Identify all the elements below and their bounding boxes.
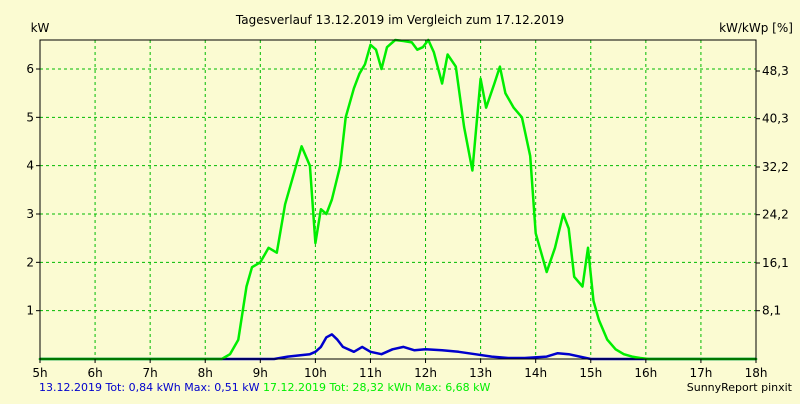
x-tick-label: 15h xyxy=(579,366,602,380)
plot-border xyxy=(39,39,757,360)
x-tick-label: 17h xyxy=(689,366,712,380)
x-tick-label: 6h xyxy=(87,366,102,380)
y2-axis-label: kW/kWp [%] xyxy=(719,21,793,35)
y-tick-label: 6 xyxy=(26,62,34,76)
x-tick-label: 11h xyxy=(359,366,382,380)
y-tick-label: 1 xyxy=(26,304,34,318)
x-tick-label: 18h xyxy=(745,366,768,380)
x-tick-label: 13h xyxy=(469,366,492,380)
series-layer xyxy=(38,38,758,361)
legend-13-12-2019: 13.12.2019 Tot: 0,84 kWh Max: 0,51 kW xyxy=(39,381,260,394)
y2-tick-label: 16,1 xyxy=(762,256,789,270)
y2-tick-label: 40,3 xyxy=(762,112,789,126)
y-tick-label: 3 xyxy=(26,207,34,221)
y2-tick-label: 8,1 xyxy=(762,304,781,318)
x-tick-label: 7h xyxy=(143,366,158,380)
tick-labels: 5h 6h 7h 8h 9h 10h 11h 12h 13h 14h 15h 16h 17h 18h 1 2 3… xyxy=(26,62,788,380)
y2-tick-label: 24,2 xyxy=(762,208,789,222)
legend-17-12-2019: 17.12.2019 Tot: 28,32 kWh Max: 6,68 kW xyxy=(262,381,491,394)
y2-tick-label: 48,3 xyxy=(762,64,789,78)
footer-legend: 13.12.2019 Tot: 0,84 kWh Max: 0,51 kW 17… xyxy=(39,381,490,395)
grid xyxy=(40,40,756,359)
x-tick-label: 5h xyxy=(32,366,47,380)
brand-label: SunnyReport pinxit xyxy=(686,381,792,394)
y-tick-label: 5 xyxy=(26,110,34,124)
y-tick-label: 2 xyxy=(26,255,34,269)
plot-frame xyxy=(36,39,760,363)
x-tick-label: 12h xyxy=(414,366,437,380)
y2-tick-label: 32,2 xyxy=(762,160,789,174)
chart-title: Tagesverlauf 13.12.2019 im Vergleich zum… xyxy=(235,13,564,27)
x-tick-label: 8h xyxy=(198,366,213,380)
y-tick-label: 4 xyxy=(26,159,34,173)
y-axis-label: kW xyxy=(31,21,50,35)
series-line-17-12-2019 xyxy=(38,38,758,361)
series-line-13-12-2019 xyxy=(38,333,758,361)
x-tick-label: 16h xyxy=(634,366,657,380)
x-tick-label: 9h xyxy=(253,366,268,380)
x-tick-label: 14h xyxy=(524,366,547,380)
x-tick-label: 10h xyxy=(304,366,327,380)
